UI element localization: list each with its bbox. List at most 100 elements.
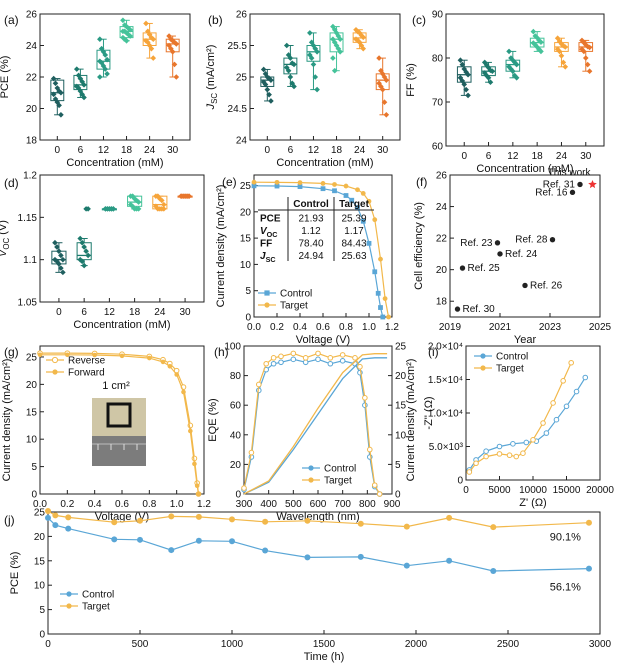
- data-point: [297, 184, 303, 189]
- data-point: [251, 179, 257, 185]
- panel-label: (g): [4, 345, 19, 359]
- legend-marker: [66, 591, 72, 597]
- ref-point: [576, 181, 584, 188]
- data-point: [366, 198, 372, 204]
- box-group: [306, 30, 321, 93]
- device-photo: [92, 398, 146, 466]
- table-cell: 1.17: [344, 226, 364, 237]
- data-point: [483, 453, 489, 460]
- data-point: [310, 42, 317, 49]
- data-point: [581, 48, 587, 55]
- box-group: [119, 17, 134, 44]
- data-point: [530, 40, 537, 46]
- box-group: [142, 20, 157, 61]
- data-point: [274, 183, 280, 189]
- data-point: [262, 547, 269, 554]
- box-group: [529, 28, 545, 55]
- data-point: [268, 77, 274, 83]
- y-tick-label: 24: [26, 41, 38, 52]
- y-tick-label: 26: [26, 10, 38, 21]
- data-point: [83, 248, 89, 254]
- y-tick-label: 24: [236, 136, 248, 147]
- data-point: [331, 39, 338, 46]
- data-point: [331, 26, 338, 33]
- data-point: [195, 513, 202, 520]
- legend-label: Target: [496, 364, 524, 375]
- y-tick-label: 0: [457, 476, 463, 487]
- y2-axis-label: Current density (mA/cm²): [405, 359, 417, 482]
- y-tick-label: 24: [436, 202, 448, 213]
- plot-frame: [47, 511, 601, 635]
- data-point: [360, 45, 367, 52]
- y-tick-label: 90: [432, 10, 444, 21]
- x-tick-label: 1.0: [170, 499, 184, 510]
- y-tick-label: 20: [26, 104, 38, 115]
- data-point: [123, 30, 130, 36]
- table-row-label: JSC: [260, 251, 276, 264]
- data-point: [513, 453, 520, 460]
- ref-point: [549, 236, 556, 243]
- data-point: [129, 203, 136, 210]
- data-point: [560, 378, 566, 384]
- y2-tick-label: 10: [395, 430, 407, 441]
- table-row-label: FF: [260, 239, 272, 250]
- legend-marker: [66, 603, 72, 609]
- y-tick-label: 80: [432, 54, 444, 65]
- data-point: [104, 56, 110, 63]
- box-group: [73, 66, 88, 101]
- data-point: [56, 102, 62, 109]
- photo-ruler: [92, 436, 146, 466]
- data-point: [262, 81, 269, 88]
- data-point: [372, 217, 378, 223]
- x-tick-label: 6: [288, 145, 294, 156]
- data-point: [581, 39, 587, 46]
- y-tick-label: 20: [436, 265, 448, 276]
- data-point: [508, 55, 514, 61]
- x-tick-label: 10000: [519, 485, 547, 496]
- x-tick-label: 2500: [497, 639, 520, 650]
- data-point: [556, 48, 563, 55]
- data-point: [496, 443, 503, 450]
- metrics-table: Control Target PCE 21.93 25.39 VOC 1.12 1.17 FF 7…: [258, 197, 374, 264]
- y-tick-label: 25: [34, 508, 46, 519]
- data-point: [173, 74, 180, 80]
- data-point: [297, 180, 303, 186]
- data-point: [127, 26, 133, 33]
- x-tick-label: 800: [359, 499, 376, 510]
- box-group: [283, 42, 298, 90]
- legend-label: Control: [280, 289, 312, 300]
- data-point: [339, 352, 346, 358]
- data-point: [353, 36, 359, 42]
- data-point: [77, 235, 83, 242]
- ref-label: Ref. 31: [543, 179, 576, 190]
- panel-label: (c): [412, 13, 426, 27]
- data-point: [127, 33, 133, 39]
- legend-label: Control: [82, 590, 114, 601]
- jsc-integrated-target: [243, 353, 388, 495]
- data-point: [520, 450, 526, 457]
- data-point: [54, 258, 60, 265]
- ref-point: [494, 239, 501, 247]
- data-point: [314, 49, 320, 55]
- data-point: [192, 461, 197, 467]
- data-point: [102, 52, 109, 58]
- data-point: [161, 206, 167, 212]
- box-group: [76, 206, 92, 269]
- x-tick-label: 2000: [405, 639, 428, 650]
- data-point: [266, 91, 272, 98]
- data-point: [560, 59, 567, 66]
- y2-tick-label: 5: [395, 460, 401, 471]
- data-point: [357, 363, 363, 370]
- y-tick-label: 20: [34, 532, 46, 543]
- data-point: [50, 75, 57, 82]
- data-point: [56, 248, 62, 254]
- box-group: [260, 66, 275, 104]
- data-point: [45, 508, 51, 515]
- this-work-label: This work: [548, 167, 592, 178]
- y-tick-label: 5.0×10³: [429, 442, 464, 453]
- data-point: [530, 437, 536, 443]
- y-tick-label: 1.5×10⁴: [428, 375, 463, 386]
- box-group: [96, 36, 111, 80]
- data-point: [58, 89, 64, 96]
